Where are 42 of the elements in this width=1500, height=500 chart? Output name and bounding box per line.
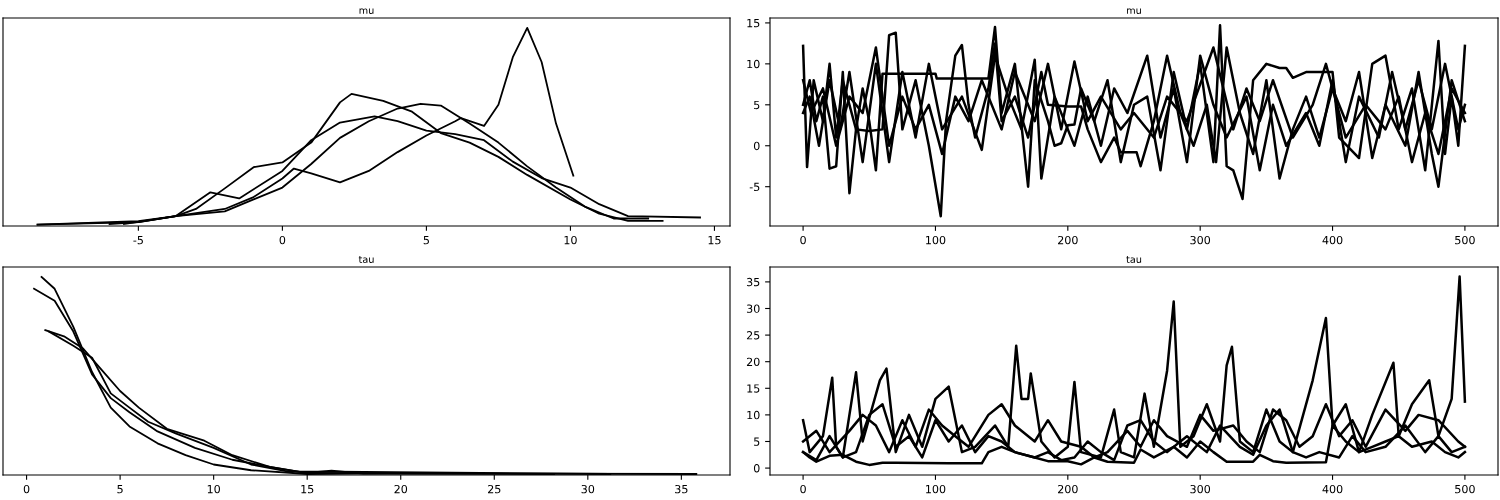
y-tick-label: 15 (747, 384, 760, 393)
x-tick-label: 400 (1322, 484, 1343, 494)
x-tick-label: 0 (800, 235, 806, 245)
x-tick-label: 0 (23, 484, 30, 494)
x-tick-label: 25 (488, 484, 501, 494)
y-tick-label: 5 (754, 437, 760, 446)
x-tick-label: 200 (1058, 484, 1078, 494)
x-tick-label: 15 (708, 236, 721, 245)
y-tick-label: 30 (746, 304, 760, 313)
x-tick-label: 200 (1058, 235, 1078, 245)
chart-title: mu (359, 8, 374, 14)
y-tick-label: 5 (754, 100, 760, 110)
chart-title: tau (358, 256, 374, 263)
y-tick-label: 0 (753, 141, 760, 151)
y-tick-label: -5 (749, 182, 760, 192)
x-tick-label: 500 (1455, 235, 1475, 245)
chart-title: mu (1127, 8, 1141, 14)
x-tick-label: 100 (926, 235, 946, 245)
x-tick-label: 20 (394, 484, 408, 494)
x-tick-label: 400 (1322, 235, 1343, 245)
x-tick-label: 500 (1455, 484, 1475, 494)
x-tick-label: 10 (564, 235, 577, 245)
y-tick-label: 0 (753, 464, 760, 473)
x-tick-label: 5 (117, 485, 123, 494)
x-tick-label: 30 (581, 484, 595, 494)
x-tick-label: 5 (423, 236, 429, 245)
x-tick-label: 0 (279, 235, 286, 245)
x-tick-label: 0 (800, 484, 806, 494)
y-tick-label: 10 (747, 410, 760, 420)
x-tick-label: 10 (207, 484, 220, 494)
chart-title: tau (1126, 256, 1142, 263)
x-tick-label: -5 (133, 236, 143, 245)
y-tick-label: 15 (747, 19, 760, 28)
y-tick-label: 35 (746, 277, 760, 287)
x-tick-label: 100 (926, 484, 946, 494)
x-tick-label: 300 (1190, 484, 1211, 494)
y-tick-label: 10 (747, 59, 760, 69)
x-tick-label: 300 (1190, 235, 1211, 245)
x-tick-label: 15 (301, 485, 314, 494)
y-tick-label: 25 (746, 331, 760, 340)
y-tick-label: 20 (746, 357, 760, 367)
x-tick-label: 35 (675, 484, 688, 494)
